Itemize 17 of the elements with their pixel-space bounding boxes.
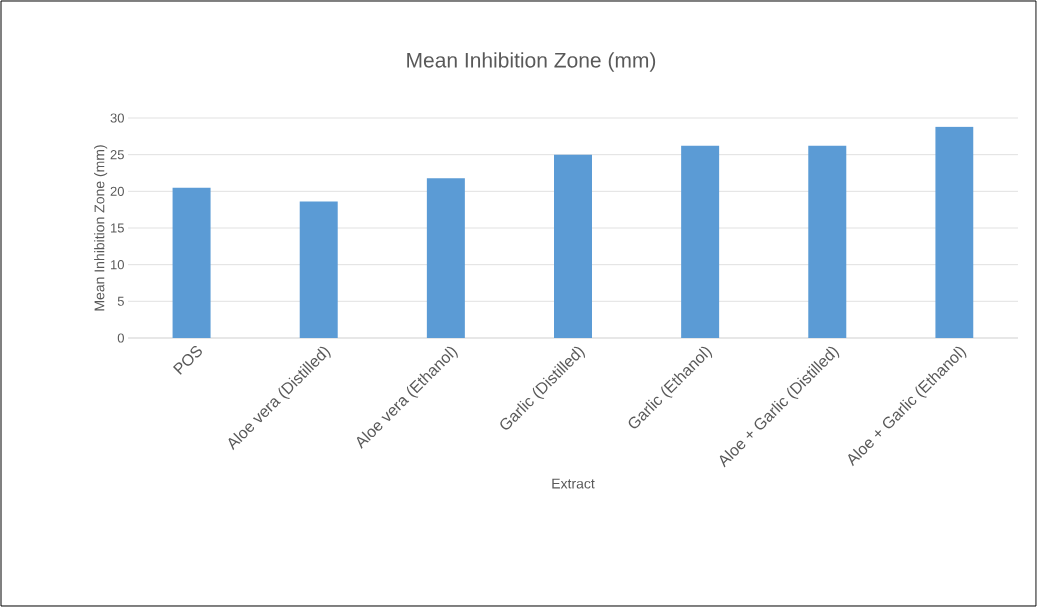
x-axis-title: Extract [552, 478, 595, 489]
bar [426, 178, 465, 338]
y-axis-title: Mean Inhibition Zone (mm) [94, 145, 108, 311]
bar [172, 187, 211, 338]
y-tick-label: 30 [110, 113, 124, 123]
bar [299, 201, 338, 338]
y-tick-label: 20 [110, 186, 124, 196]
bar [808, 145, 847, 338]
y-tick-label: 0 [117, 333, 124, 343]
y-tick-label: 5 [117, 296, 124, 306]
bar [681, 145, 720, 338]
bar [554, 154, 592, 338]
bar [935, 126, 974, 338]
chart-title: Mean Inhibition Zone (mm) [407, 52, 656, 72]
y-tick-label: 10 [111, 260, 124, 270]
y-tick-label: 25 [110, 150, 124, 160]
y-tick-label: 15 [111, 223, 124, 233]
